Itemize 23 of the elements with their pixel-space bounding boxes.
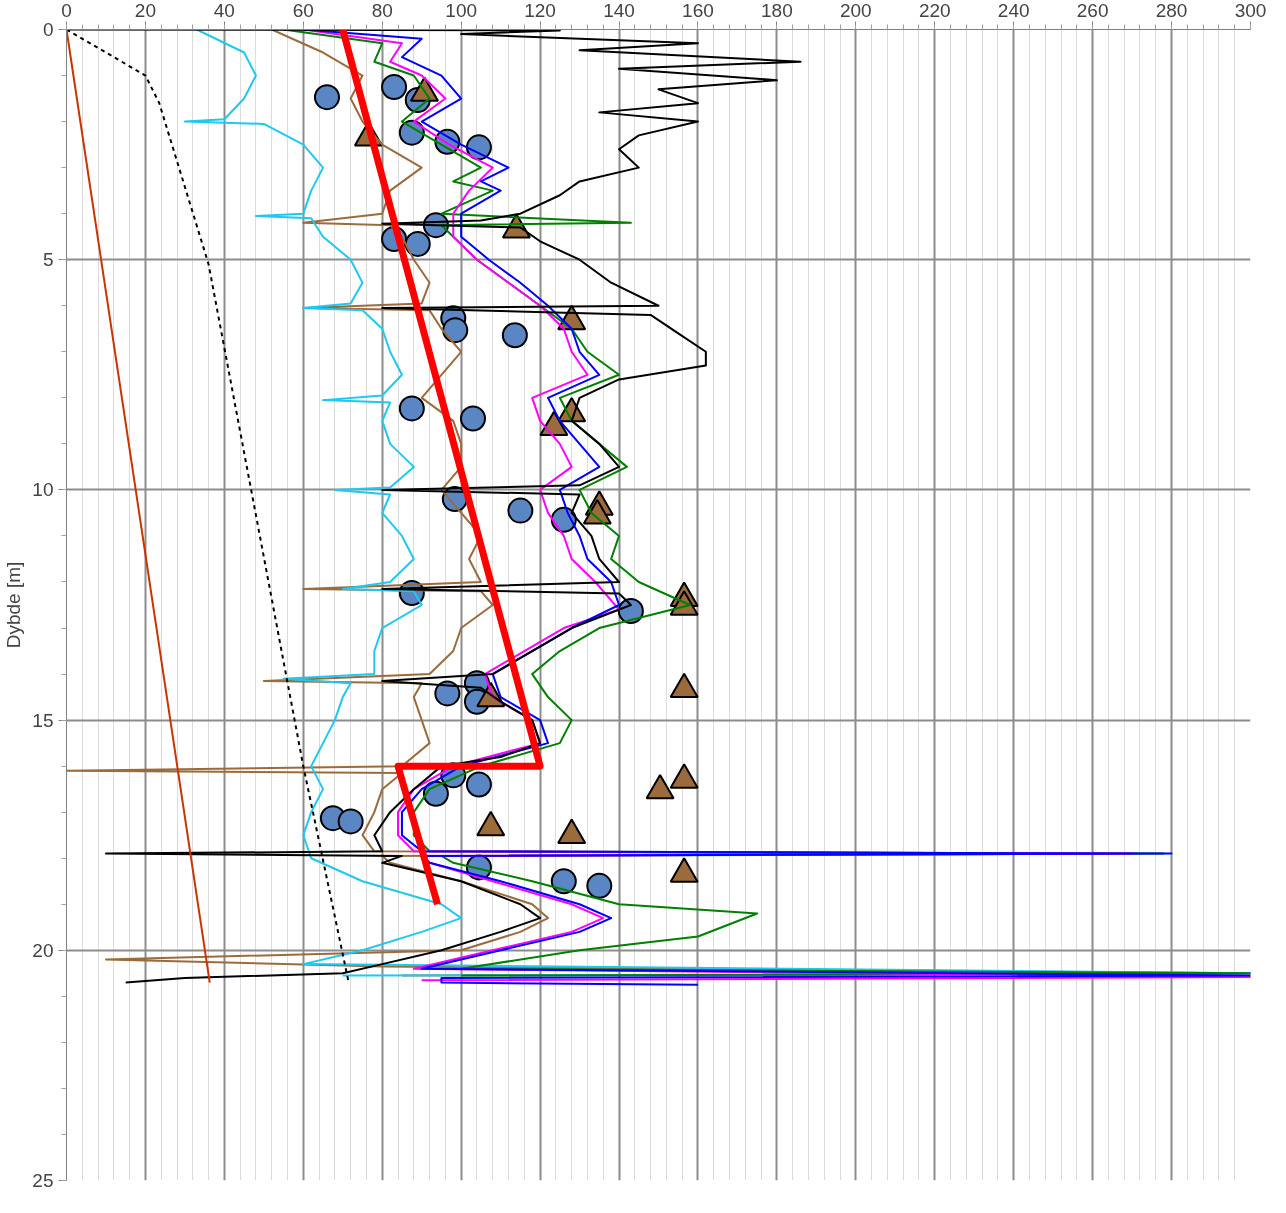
y-tick-label: 10	[32, 479, 54, 501]
y-tick-label: 15	[32, 709, 54, 731]
x-tick-label: 200	[839, 0, 872, 21]
x-tick-label: 100	[445, 0, 478, 21]
y-tick-label: 5	[42, 249, 54, 271]
x-tick-label: 180	[761, 0, 793, 21]
x-tick-label: 40	[213, 0, 235, 21]
x-tick-label: 220	[918, 0, 951, 21]
x-tick-label: 140	[603, 0, 635, 21]
x-tick-label: 20	[134, 0, 157, 21]
y-tick-label: 25	[32, 1170, 54, 1191]
x-tick-label: 300	[1234, 0, 1267, 21]
y-tick-label: 0	[42, 19, 54, 40]
x-tick-label: 160	[682, 0, 714, 21]
y-axis-title: Dybde [m]	[3, 561, 25, 649]
x-tick-label: 120	[524, 0, 556, 21]
x-tick-label: 240	[997, 0, 1030, 21]
y-tick-label: 20	[32, 939, 54, 961]
x-tick-label: 60	[292, 0, 314, 21]
x-tick-label: 280	[1155, 0, 1188, 21]
x-tick-label: 80	[371, 0, 393, 21]
x-tick-label: 0	[61, 0, 72, 21]
x-tick-label: 260	[1076, 0, 1109, 21]
